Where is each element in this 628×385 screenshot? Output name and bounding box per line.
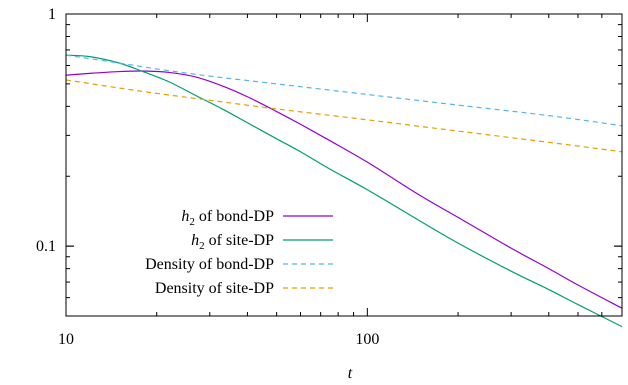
series-line-4 xyxy=(65,79,623,153)
series-line-2 xyxy=(65,54,623,328)
ticks-layer: 10 100 0.1 1 xyxy=(36,6,623,348)
legend: h2 of bond-DP h2 of site-DP Density of bon… xyxy=(145,208,333,297)
legend-label-2: h2 of site-DP xyxy=(191,232,274,252)
x-tick-label: 10 xyxy=(58,331,74,348)
x-tick-label: 100 xyxy=(355,331,379,348)
legend-label-3: Density of bond-DP xyxy=(145,256,274,273)
series-layer xyxy=(65,54,623,328)
series-line-3 xyxy=(65,54,623,127)
legend-label-4: Density of site-DP xyxy=(155,280,274,297)
plot-frame xyxy=(65,13,623,317)
y-tick-label: 1 xyxy=(48,6,56,23)
x-axis-label: t xyxy=(348,365,353,382)
y-tick-label: 0.1 xyxy=(36,238,56,255)
legend-label-1: h2 of bond-DP xyxy=(181,208,274,228)
